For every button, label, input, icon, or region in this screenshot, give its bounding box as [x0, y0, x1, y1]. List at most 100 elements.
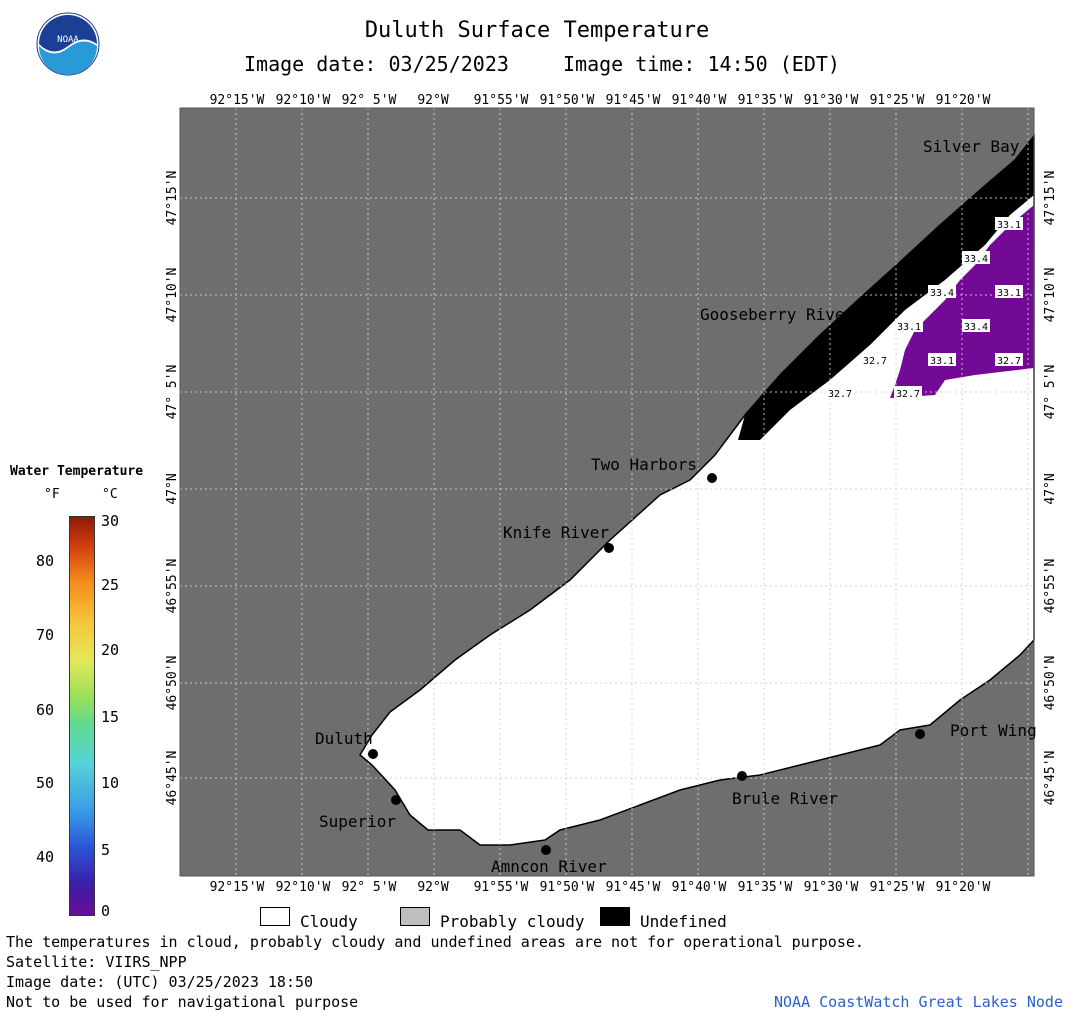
temp-label: 33.4	[964, 322, 988, 333]
lon-label-bottom: 91°40'W	[672, 880, 727, 895]
legend-swatch-undefined	[600, 907, 630, 926]
page-title: Duluth Surface Temperature	[364, 18, 710, 43]
place-dot	[604, 543, 614, 553]
lat-label-left: 47° 5'N	[165, 365, 180, 420]
cold-water-area	[890, 205, 1034, 398]
legend-label-undefined: Undefined	[640, 912, 727, 931]
noaa-logo: NOAA	[36, 12, 100, 76]
colorbar-tick-c: 0	[101, 902, 111, 920]
lon-label-top: 91°30'W	[804, 93, 859, 108]
place-dot	[915, 729, 925, 739]
place-dot	[1013, 158, 1023, 168]
image-date-label: Image date: 03/25/2023	[244, 52, 509, 76]
lon-label-top: 91°35'W	[738, 93, 793, 108]
lon-label-top: 91°40'W	[672, 93, 727, 108]
place-dot	[707, 473, 717, 483]
lat-label-left: 47°10'N	[165, 268, 180, 323]
temp-label-bg	[962, 251, 990, 264]
lon-label-bottom: 92°W	[417, 880, 448, 895]
temp-label: 33.4	[964, 254, 988, 265]
place-dot	[737, 771, 747, 781]
lon-label-top: 91°25'W	[870, 93, 925, 108]
lat-label-right: 47°N	[1043, 473, 1058, 504]
lon-label-bottom: 91°20'W	[936, 880, 991, 895]
logo-text: NOAA	[57, 35, 79, 45]
colorbar-unit-f: °F	[44, 487, 60, 502]
lat-label-left: 46°55'N	[165, 559, 180, 614]
colorbar	[69, 516, 95, 916]
colorbar-tick-c: 10	[101, 774, 120, 792]
lon-label-bottom: 91°50'W	[540, 880, 595, 895]
legend-label-probably-cloudy: Probably cloudy	[440, 912, 585, 931]
temp-label-bg	[826, 386, 854, 399]
temp-label: 33.1	[997, 288, 1021, 299]
lon-label-bottom: 91°30'W	[804, 880, 859, 895]
temp-label: 33.4	[930, 288, 954, 299]
lat-label-right: 47° 5'N	[1043, 365, 1058, 420]
lat-label-left: 47°15'N	[165, 171, 180, 226]
colorbar-tick-c: 30	[101, 512, 120, 530]
lon-label-bottom: 91°45'W	[606, 880, 661, 895]
temp-label: 32.7	[997, 356, 1021, 367]
place-label-amnicon-river: Amncon River	[491, 857, 607, 876]
colorbar-tick-c: 25	[101, 576, 120, 594]
lon-label-bottom: 92°15'W	[210, 880, 265, 895]
satellite-text: Satellite: VIIRS_NPP	[6, 953, 187, 971]
place-label-brule-river: Brule River	[732, 789, 838, 808]
temp-label: 32.7	[828, 389, 852, 400]
credit-text: NOAA CoastWatch Great Lakes Node	[774, 993, 1063, 1011]
temp-label: 33.1	[997, 220, 1021, 231]
temp-label-bg	[861, 353, 889, 366]
place-label-port-wing: Port Wing	[950, 721, 1037, 740]
lat-label-right: 47°15'N	[1043, 171, 1058, 226]
lon-label-top: 92°W	[417, 93, 448, 108]
lon-label-top: 91°55'W	[474, 93, 529, 108]
utc-date-text: Image date: (UTC) 03/25/2023 18:50	[6, 973, 314, 991]
temp-label-bg	[894, 386, 922, 399]
lon-label-bottom: 92° 5'W	[342, 880, 397, 895]
lon-label-bottom: 91°55'W	[474, 880, 529, 895]
temp-label: 33.1	[897, 322, 921, 333]
colorbar-tick-f: 60	[36, 701, 55, 719]
lat-label-right: 46°55'N	[1043, 559, 1058, 614]
colorbar-tick-f: 80	[36, 552, 55, 570]
lat-label-left: 47°N	[165, 473, 180, 504]
temp-label: 32.7	[863, 356, 887, 367]
colorbar-unit-c: °C	[102, 487, 118, 502]
place-dot	[368, 749, 378, 759]
lon-label-bottom: 92°10'W	[276, 880, 331, 895]
place-dot	[391, 795, 401, 805]
colorbar-tick-c: 15	[101, 708, 120, 726]
lon-label-top: 91°20'W	[936, 93, 991, 108]
lat-label-right: 46°45'N	[1043, 751, 1058, 806]
temp-label: 32.7	[896, 389, 920, 400]
colorbar-tick-c: 5	[101, 841, 111, 859]
temp-label: 33.1	[930, 356, 954, 367]
legend-swatch-cloudy	[260, 907, 290, 926]
place-dot	[541, 845, 551, 855]
place-label-gooseberry-river: Gooseberry River	[700, 305, 854, 324]
temp-label-bg	[895, 319, 923, 332]
temp-label-bg	[995, 217, 1023, 230]
temp-label-bg	[928, 353, 956, 366]
place-label-duluth: Duluth	[315, 729, 373, 748]
lat-label-right: 47°10'N	[1043, 268, 1058, 323]
lon-label-top: 92° 5'W	[342, 93, 397, 108]
lat-label-left: 46°50'N	[165, 656, 180, 711]
lat-label-left: 46°45'N	[165, 751, 180, 806]
lon-label-top: 91°50'W	[540, 93, 595, 108]
colorbar-tick-f: 40	[36, 848, 55, 866]
temp-label-bg	[962, 319, 990, 332]
temp-label-bg	[995, 353, 1023, 366]
lon-label-bottom: 91°35'W	[738, 880, 793, 895]
colorbar-tick-c: 20	[101, 641, 120, 659]
undefined-band	[738, 136, 1034, 440]
temp-label-bg	[995, 285, 1023, 298]
disclaimer-text: The temperatures in cloud, probably clou…	[6, 933, 864, 951]
map-frame	[179, 107, 1035, 877]
place-label-knife-river: Knife River	[503, 523, 609, 542]
image-time-label: Image time: 14:50 (EDT)	[563, 52, 840, 76]
place-label-two-harbors: Two Harbors	[591, 455, 697, 474]
lon-label-top: 92°10'W	[276, 93, 331, 108]
